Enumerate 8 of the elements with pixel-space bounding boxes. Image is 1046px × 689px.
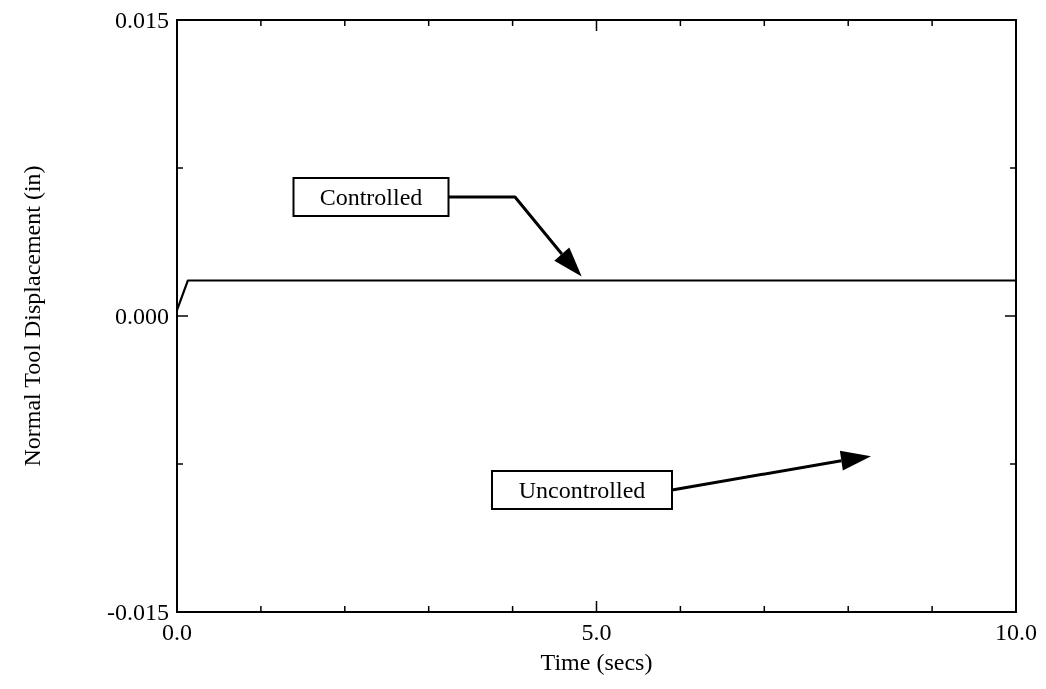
x-tick-label: 10.0 [995,619,1037,645]
y-tick-label: 0.015 [115,7,169,34]
y-axis-title: Normal Tool Displacement (in) [19,165,45,467]
annotation: Uncontrolled [518,477,646,504]
y-tick-label: 0.000 [115,303,169,330]
x-tick-label: 5.0 [581,619,612,645]
annotation: Controlled [319,184,423,211]
x-axis-title: Time (secs) [540,649,653,675]
